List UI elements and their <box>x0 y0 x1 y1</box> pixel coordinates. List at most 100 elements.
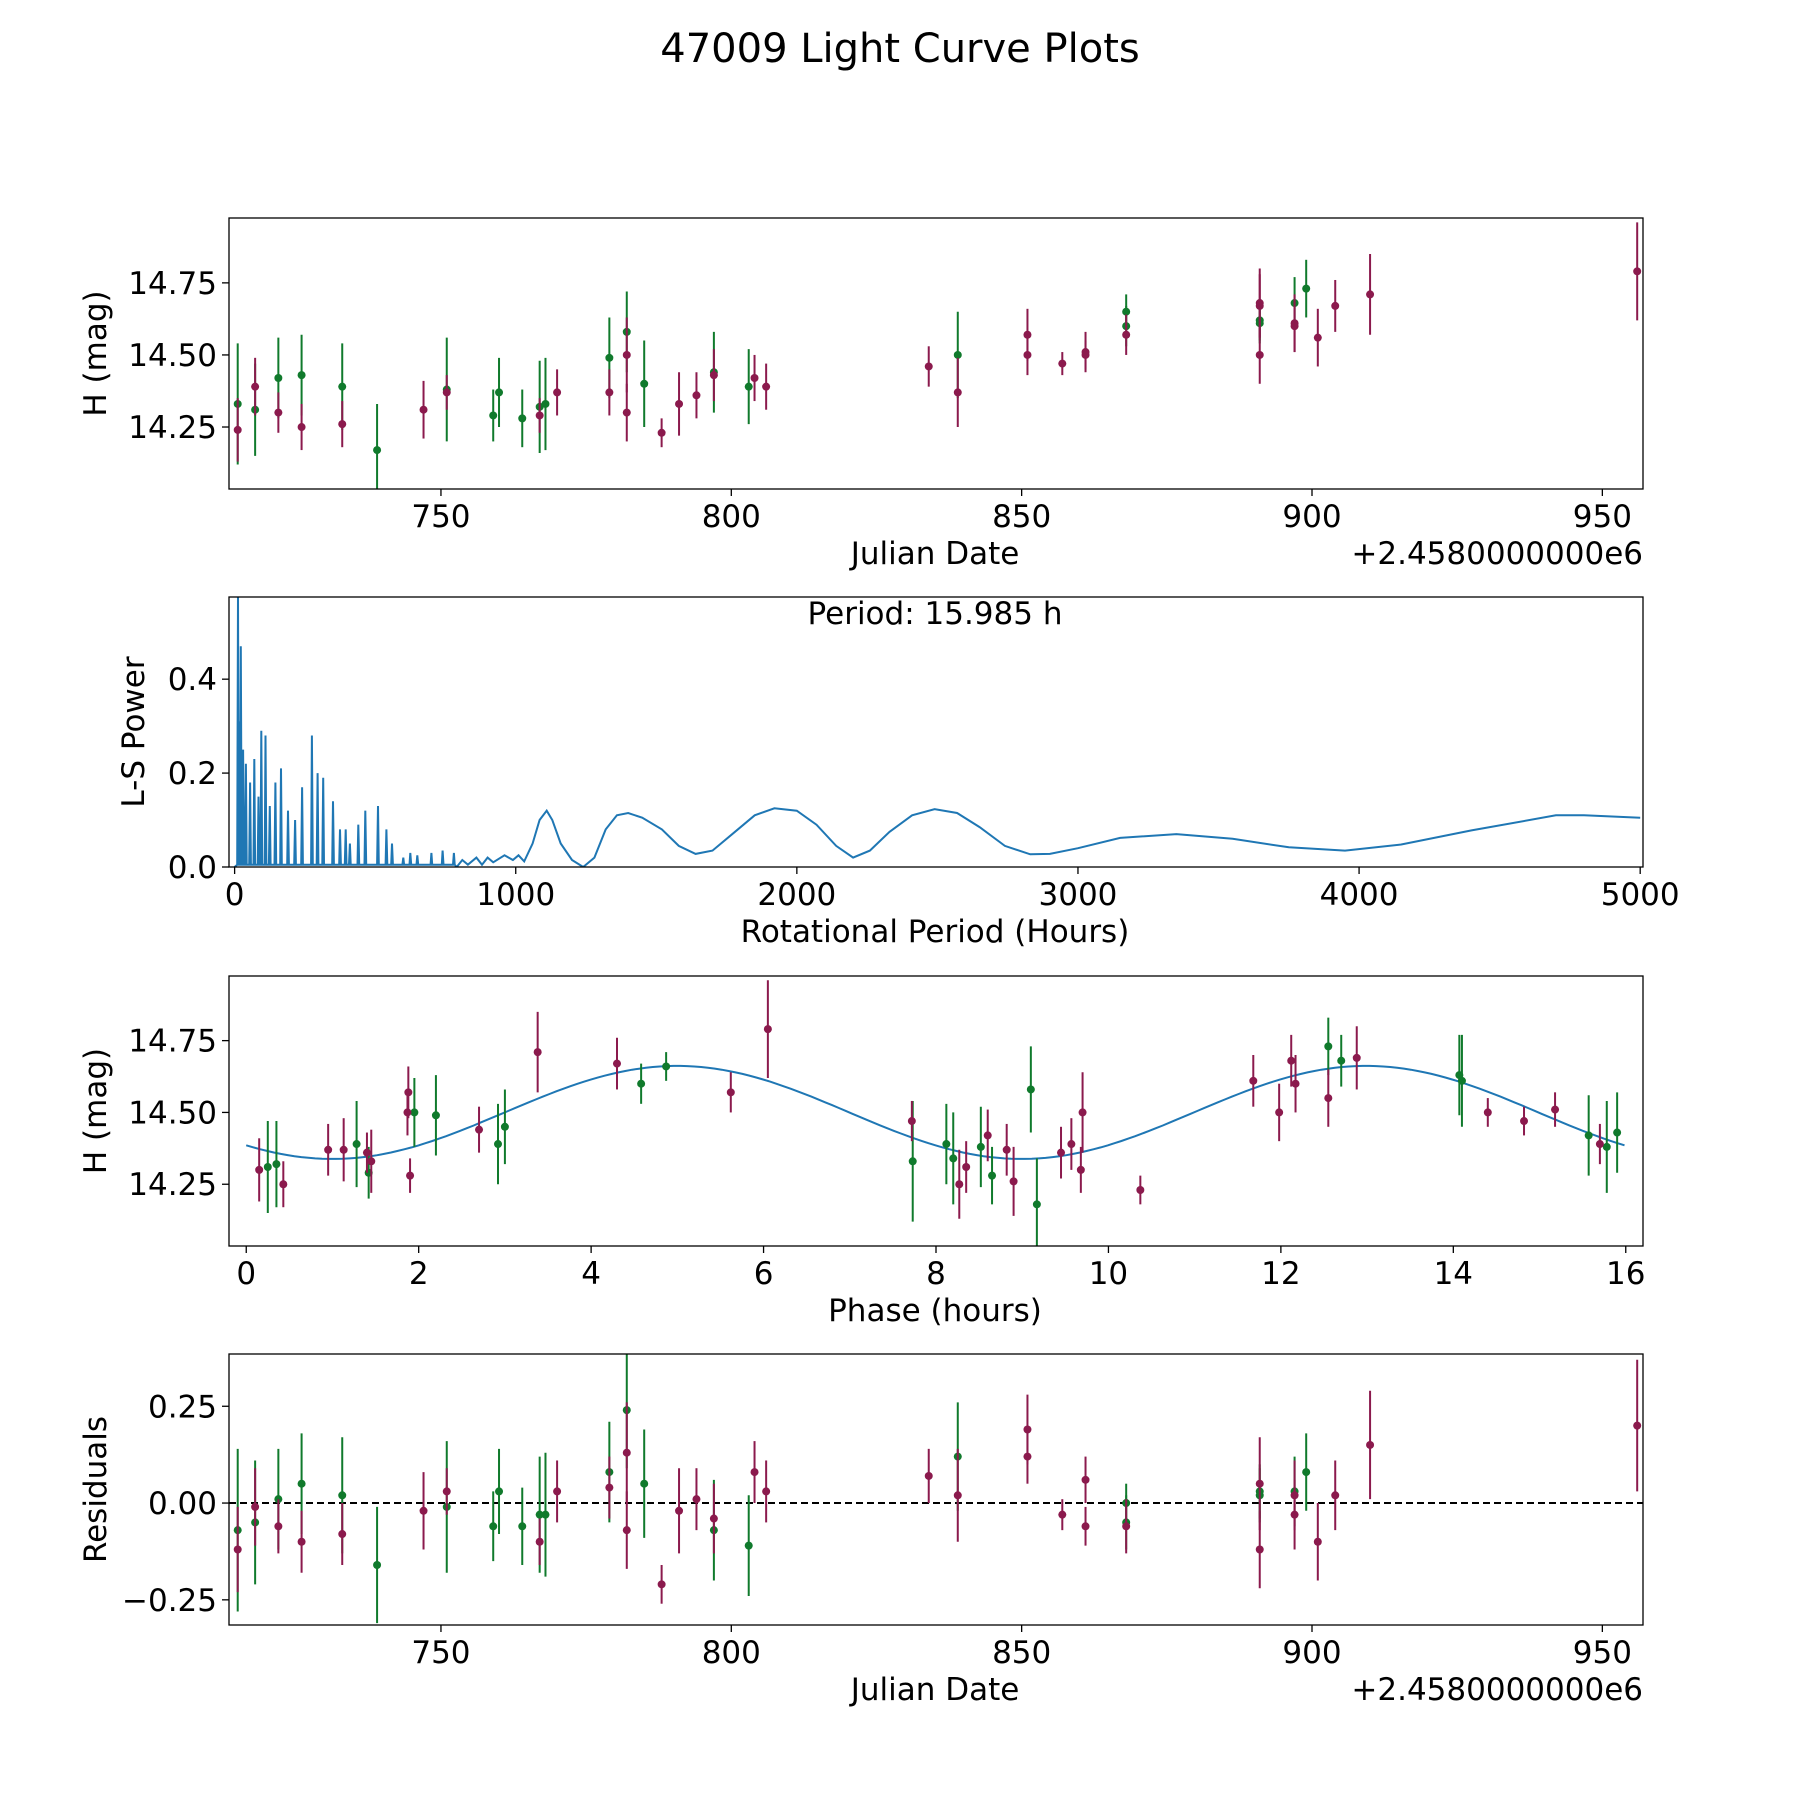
r-band-data-point <box>924 1471 933 1480</box>
r-band-data-point <box>255 1165 264 1174</box>
r-band-data-point <box>324 1145 333 1154</box>
r-band-data-point <box>1057 1148 1066 1157</box>
r-band-data-point <box>1633 1421 1642 1430</box>
g-band-data-point <box>1324 1042 1333 1051</box>
r-band-data-point <box>362 1148 371 1157</box>
x-tick-label: 800 <box>702 499 761 535</box>
x-tick-label: 6 <box>754 1256 774 1292</box>
figure-title: 47009 Light Curve Plots <box>660 26 1140 72</box>
r-band-data-point <box>1366 1440 1375 1449</box>
g-band-data-point <box>494 1140 503 1149</box>
y-axis-label: H (mag) <box>78 290 114 416</box>
g-band-data-point <box>489 411 498 420</box>
y-tick-label: 0.25 <box>148 1389 217 1425</box>
x-tick-label: 0 <box>225 877 245 913</box>
periodogram-line <box>233 597 1641 867</box>
r-band-data-point <box>692 391 701 400</box>
r-band-data-point <box>233 1545 242 1554</box>
y-tick-label: 14.50 <box>128 338 217 374</box>
x-tick-label: 16 <box>1606 1256 1645 1292</box>
g-band-data-point <box>495 388 504 397</box>
r-band-data-point <box>762 1487 771 1496</box>
r-band-data-point <box>612 1059 621 1068</box>
g-band-data-point <box>988 1171 997 1180</box>
r-band-data-point <box>1551 1105 1560 1114</box>
g-band-data-point <box>949 1154 958 1163</box>
g-band-data-point <box>489 1522 498 1531</box>
g-band-data-point <box>272 1160 281 1169</box>
r-band-data-point <box>535 1537 544 1546</box>
r-band-data-point <box>622 408 631 417</box>
g-band-data-point <box>1457 1076 1466 1085</box>
r-band-data-point <box>339 1145 348 1154</box>
y-tick-label: 0.0 <box>168 850 217 886</box>
r-band-data-point <box>1352 1053 1361 1062</box>
x-tick-label: 5000 <box>1601 877 1680 913</box>
r-band-data-point <box>442 388 451 397</box>
x-tick-label: 900 <box>1282 499 1341 535</box>
r-band-data-point <box>762 382 771 391</box>
r-band-data-point <box>924 362 933 371</box>
g-band-data-point <box>1302 284 1311 293</box>
r-band-series <box>233 222 1642 462</box>
r-band-data-point <box>955 1180 964 1189</box>
g-band-data-point <box>541 1510 550 1519</box>
phase-folded-panel: 0 2 4 6 8 10 12 14 16 14.25 14.50 14.75 Phase (hours… <box>78 975 1645 1329</box>
axes-frame <box>228 975 1644 1247</box>
residuals-panel: 750 800 850 900 950 −0.25 0.00 0.25 Julian Date R… <box>78 1353 1644 1708</box>
y-tick-label: 0.2 <box>168 756 217 792</box>
r-band-data-point <box>1078 1108 1087 1117</box>
y-tick-label: 14.50 <box>128 1095 217 1131</box>
y-tick-label: 14.25 <box>128 1167 217 1203</box>
r-band-data-point <box>675 1506 684 1515</box>
g-band-data-point <box>541 399 550 408</box>
r-band-data-point <box>367 1157 376 1166</box>
g-band-data-point <box>518 414 527 423</box>
y-axis-label: Residuals <box>78 1416 114 1563</box>
lightcurve-panel: 750 800 850 900 950 14.25 14.50 14.75 Julian Dat… <box>78 217 1644 572</box>
r-band-data-point <box>535 411 544 420</box>
y-tick-label: 14.75 <box>128 1024 217 1060</box>
r-band-data-point <box>622 1526 631 1535</box>
r-band-data-point <box>1255 1479 1264 1488</box>
periodogram-panel: Period: 15.985 h 0 1000 2000 3000 4000 5000 0.0… <box>116 596 1680 950</box>
g-band-data-point <box>640 1479 649 1488</box>
x-tick-label: 4000 <box>1320 877 1399 913</box>
x-tick-label: 4 <box>581 1256 601 1292</box>
g-band-data-point <box>1026 1085 1035 1094</box>
y-axis-label: H (mag) <box>78 1048 114 1174</box>
r-band-data-point <box>533 1048 542 1057</box>
g-band-data-point <box>1302 1468 1311 1477</box>
plot-area <box>245 980 1625 1246</box>
r-band-data-point <box>1023 1452 1032 1461</box>
x-tick-label: 750 <box>411 1635 470 1671</box>
g-band-data-point <box>976 1142 985 1151</box>
r-band-data-point <box>605 388 614 397</box>
y-axis-label: L-S Power <box>116 656 152 807</box>
g-band-data-point <box>297 371 306 380</box>
r-band-series <box>255 980 1604 1219</box>
r-band-data-point <box>657 1580 666 1589</box>
r-band-data-point <box>709 1514 718 1523</box>
g-band-data-point <box>942 1140 951 1149</box>
x-tick-label: 750 <box>411 499 470 535</box>
g-band-series <box>233 1354 1311 1624</box>
r-band-data-point <box>1249 1076 1258 1085</box>
y-tick-label: 0.00 <box>148 1486 217 1522</box>
x-tick-label: 14 <box>1434 1256 1473 1292</box>
g-band-data-point <box>744 382 753 391</box>
r-band-data-point <box>1058 359 1067 368</box>
r-band-data-point <box>1058 1510 1067 1519</box>
r-band-series <box>233 1359 1642 1604</box>
r-band-data-point <box>297 423 306 432</box>
r-band-data-point <box>1136 1185 1145 1194</box>
g-band-data-point <box>373 446 382 455</box>
r-band-data-point <box>1122 330 1131 339</box>
g-band-data-point <box>662 1062 671 1071</box>
x-tick-label: 8 <box>926 1256 946 1292</box>
x-tick-label: 12 <box>1261 1256 1300 1292</box>
r-band-data-point <box>1275 1108 1284 1117</box>
x-tick-label: 2 <box>409 1256 429 1292</box>
g-band-data-point <box>1337 1056 1346 1065</box>
